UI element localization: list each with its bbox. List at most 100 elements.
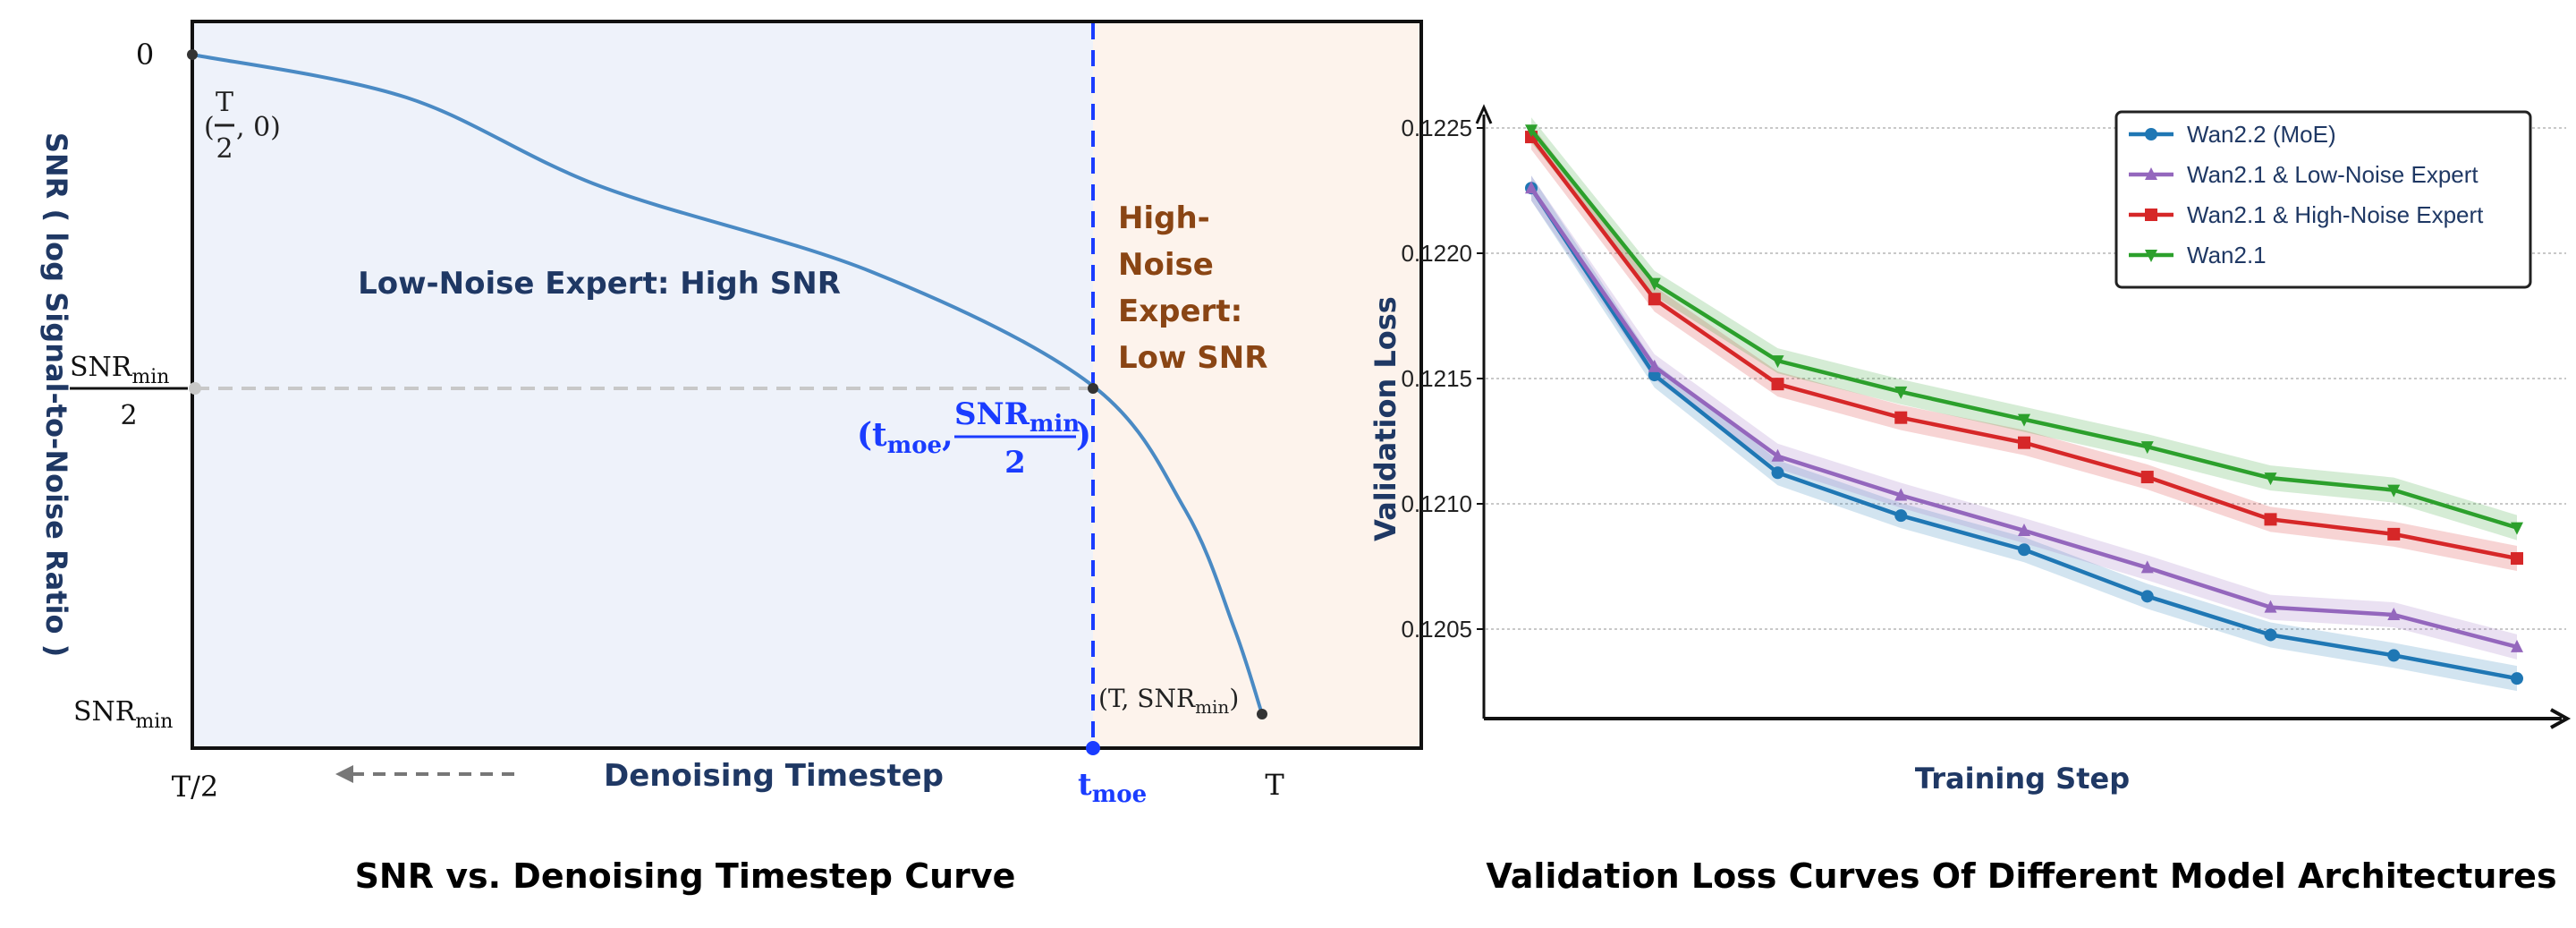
curve-start-point [187,49,198,60]
legend-entry: Wan2.1 [2129,242,2267,268]
x-tick-t: T [1265,768,1284,802]
low-noise-region [192,21,1093,748]
data-point [1648,293,1661,306]
snr-half-tick-dot [189,382,201,395]
legend-marker [2145,209,2157,221]
y-tick-snr-min: SNRmin [73,696,173,733]
data-point [1771,355,1784,369]
data-point [2387,484,2401,498]
high-noise-region-label: High- Noise Expert: Low SNR [1118,200,1267,376]
x-tick-t-moe: tmoe [1078,767,1147,808]
svg-text:SNRmin: SNRmin [954,396,1080,438]
high-noise-label-line: Noise [1118,247,1214,283]
data-point [2511,522,2523,535]
curve-end-point [1257,709,1267,719]
data-point [1894,509,1908,523]
t-moe-axis-dot [1086,741,1100,755]
y-axis-label: Validation Loss [1368,296,1402,541]
end-point-annotation: (T, SNRmin) [1098,684,1239,718]
data-point [1648,359,1661,372]
data-point [1894,411,1908,424]
data-point [2018,523,2030,536]
moe-point-annotation: (tmoe, SNRmin 2 ) [857,396,1091,481]
svg-text:2: 2 [216,133,233,165]
data-point [2264,513,2277,526]
legend-label: Wan2.1 [2187,242,2267,268]
legend-marker [2145,167,2157,180]
legend-entry: Wan2.1 & Low-Noise Expert [2129,161,2479,188]
series [1525,124,2523,535]
data-point [1771,378,1784,391]
snr-chart: Low-Noise Expert: High SNR High- Noise E… [39,20,1423,896]
y-tick-label: 0.1225 [1401,115,1472,141]
uncertainty-band [1531,175,2517,660]
data-point [1771,466,1784,480]
start-point-annotation: ( T 2 , 0) [204,87,281,165]
chart-title: SNR vs. Denoising Timestep Curve [355,856,1016,896]
y-tick-labels: 0.1225 0.1220 0.1215 0.1210 0.1205 [1401,115,1484,643]
data-point [1525,124,1538,138]
snr-curve [191,53,1264,715]
high-noise-label-line: Low SNR [1118,340,1267,376]
series [1525,182,2523,685]
data-point [2387,608,2401,621]
high-noise-label-line: Expert: [1118,294,1242,329]
y-axis-arrow [1475,104,1493,124]
curve-moe-point [1088,383,1098,394]
data-point [2018,413,2030,427]
high-noise-region [1093,21,1421,748]
x-tick-half-t: T/2 [172,770,218,804]
legend: Wan2.2 (MoE) Wan2.1 & Low-Noise Expert Wan… [2114,110,2532,289]
data-point [2140,560,2154,574]
x-axis-label: Training Step [1915,762,2130,796]
data-point [2140,590,2154,603]
data-point [2018,436,2030,449]
data-point [2018,543,2030,557]
data-point [2264,628,2277,642]
data-point [2511,672,2523,685]
data-point [1894,386,1908,399]
data-point [2140,441,2154,455]
svg-text:SNRmin: SNRmin [70,352,169,388]
data-point [2511,639,2523,652]
svg-text:T: T [216,87,233,118]
data-point [1894,488,1908,501]
legend-marker [2145,250,2157,262]
legend-label: Wan2.1 & High-Noise Expert [2187,201,2484,228]
legend-entry: Wan2.1 & High-Noise Expert [2129,201,2484,228]
data-point [2387,527,2401,541]
high-noise-label-line: High- [1118,200,1210,236]
legend-marker [2145,128,2157,140]
svg-text:, 0): , 0) [236,112,281,143]
legend-entry: Wan2.2 (MoE) [2129,121,2336,148]
data-point [2264,600,2277,613]
legend-label: Wan2.1 & Low-Noise Expert [2187,161,2479,188]
data-point [1525,181,1538,194]
legend-label: Wan2.2 (MoE) [2187,121,2336,148]
chart-title: Validation Loss Curves Of Different Mode… [1486,856,2556,896]
svg-text:): ) [1076,416,1091,454]
legend-box [2114,110,2532,289]
low-noise-region-label: Low-Noise Expert: High SNR [358,266,841,302]
svg-text:2: 2 [120,400,137,431]
y-axis-label: SNR ( log Signal-to-Noise Ratio ) [39,132,73,657]
data-point [1648,277,1661,291]
y-tick-label: 0.1210 [1401,490,1472,517]
data-point [2511,552,2523,566]
svg-text:(tmoe,: (tmoe, [857,416,953,459]
y-tick-label: 0.1205 [1401,616,1472,643]
y-tick-label: 0.1215 [1401,365,1472,392]
series-lines [1525,124,2523,685]
data-point [2387,649,2401,662]
x-axis-arrow [2550,708,2572,729]
svg-text:2: 2 [1004,445,1026,481]
data-point [1771,448,1784,462]
y-tick-zero: 0 [136,38,154,72]
data-point [2140,471,2154,484]
x-axis-label: Denoising Timestep [604,758,944,794]
svg-text:(: ( [204,112,215,143]
validation-loss-chart: 0.1225 0.1220 0.1215 0.1210 0.1205 Wan2.2 (M… [1368,104,2572,896]
y-tick-label: 0.1220 [1401,240,1472,267]
y-tick-snr-half: SNRmin 2 [70,352,188,431]
